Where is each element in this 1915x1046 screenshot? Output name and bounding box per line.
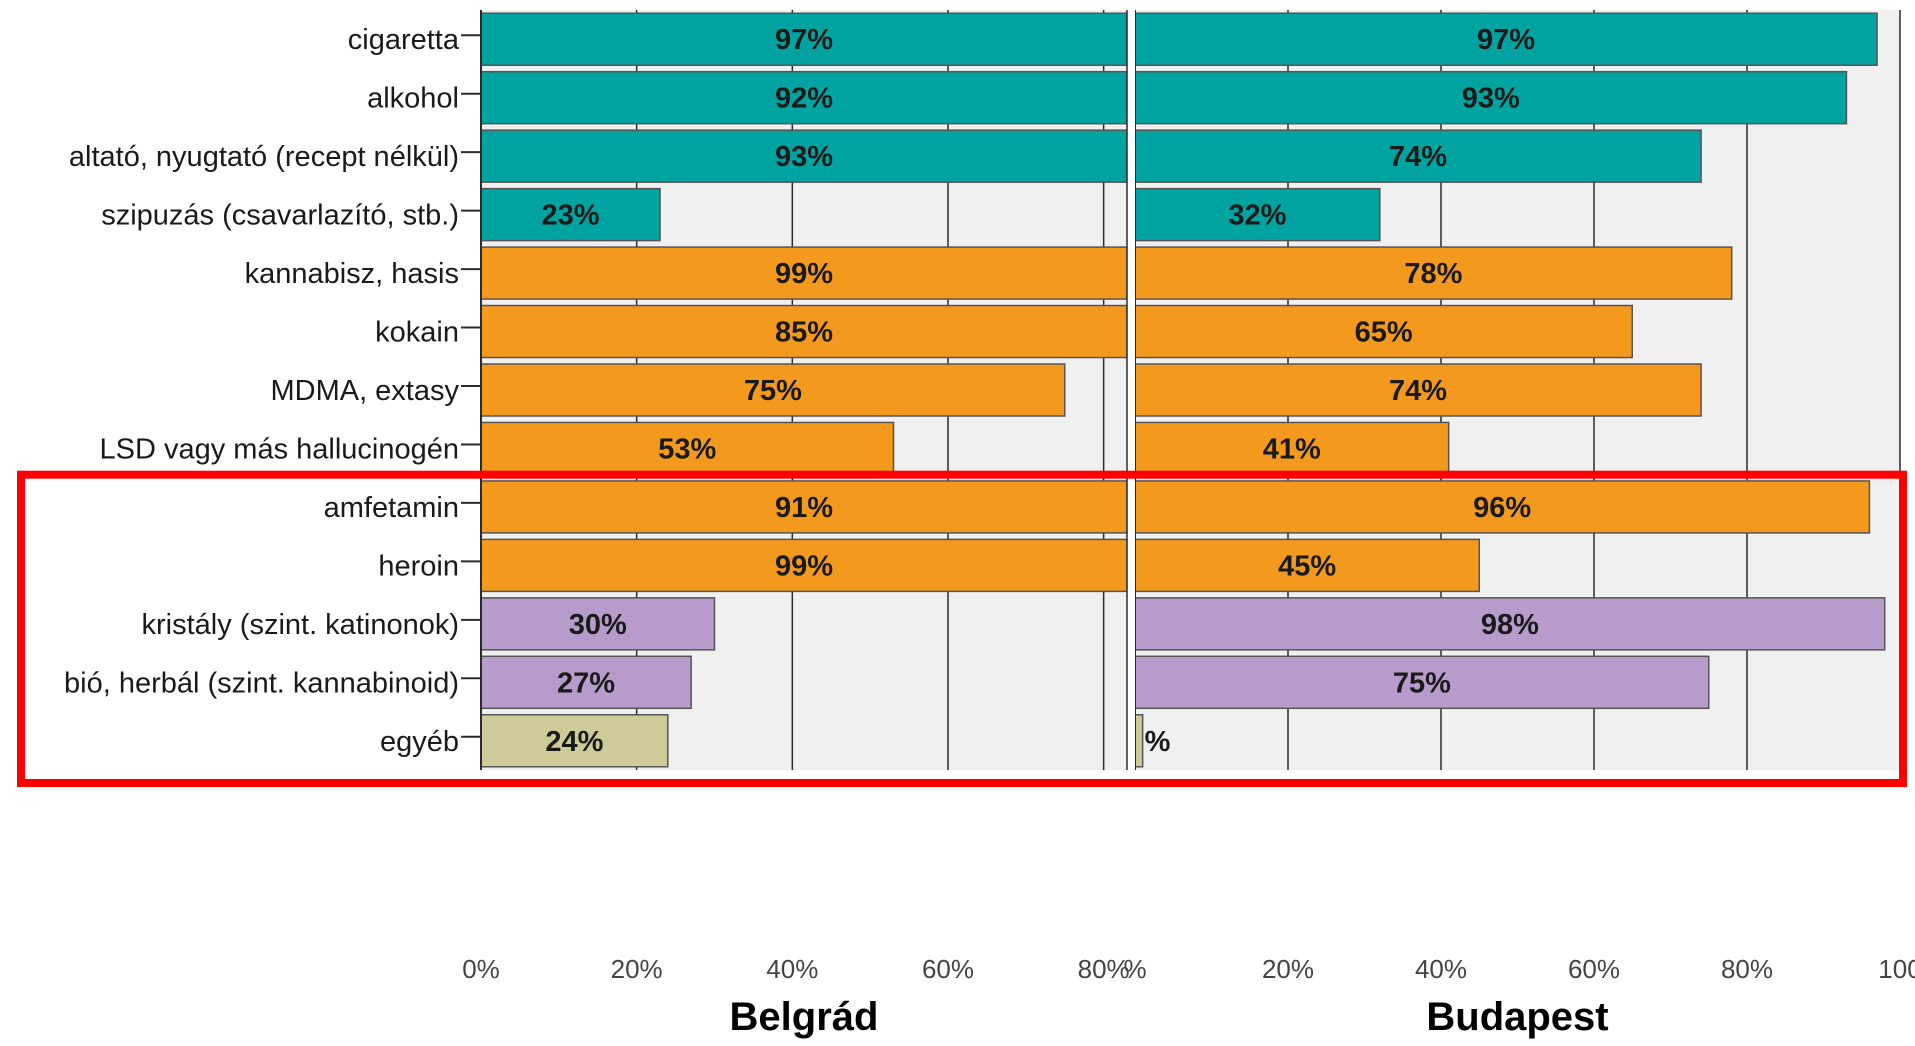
bar-1-12 bbox=[1134, 714, 1144, 768]
bar-value-label-0-11: 27% bbox=[557, 667, 615, 699]
category-label-0: cigaretta bbox=[348, 24, 460, 56]
bar-value-label-1-11: 75% bbox=[1393, 667, 1451, 699]
x-tick-label-0-3: 60% bbox=[922, 954, 974, 984]
x-tick-label-0-2: 40% bbox=[766, 954, 818, 984]
bar-value-label-1-6: 74% bbox=[1389, 375, 1447, 407]
bar-1-8 bbox=[1134, 480, 1871, 534]
bar-1-2 bbox=[1134, 129, 1702, 183]
category-label-5: kokain bbox=[375, 317, 459, 349]
x-tick-label-1-1: 20% bbox=[1262, 954, 1314, 984]
bar-1-7 bbox=[1134, 421, 1450, 476]
bar-value-label-1-1: 93% bbox=[1462, 83, 1520, 115]
bar-value-label-0-2: 93% bbox=[775, 141, 833, 173]
category-label-9: heroin bbox=[378, 550, 459, 582]
bar-1-11 bbox=[1134, 655, 1710, 710]
category-label-8: amfetamin bbox=[324, 492, 459, 524]
bar-0-12 bbox=[480, 714, 669, 768]
bar-value-label-0-12: 24% bbox=[545, 726, 603, 758]
bar-1-10 bbox=[1134, 597, 1886, 651]
x-tick-label-1-2: 40% bbox=[1415, 954, 1467, 984]
category-label-4: kannabisz, hasis bbox=[245, 258, 459, 290]
bar-value-label-0-5: 85% bbox=[775, 317, 833, 349]
bar-value-label-1-0: 97% bbox=[1477, 24, 1535, 56]
category-label-1: alkohol bbox=[367, 83, 459, 115]
bar-1-9 bbox=[1134, 538, 1480, 593]
category-label-12: egyéb bbox=[380, 726, 459, 758]
bar-value-label-1-9: 45% bbox=[1278, 550, 1336, 582]
x-tick-label-1-4: 80% bbox=[1721, 954, 1773, 984]
bar-value-label-0-3: 23% bbox=[541, 200, 599, 232]
category-label-7: LSD vagy más hallucinogén bbox=[100, 433, 459, 465]
bar-value-label-1-8: 96% bbox=[1473, 492, 1531, 524]
bar-value-label-1-3: 32% bbox=[1228, 200, 1286, 232]
bar-value-label-0-10: 30% bbox=[569, 609, 627, 641]
bar-value-label-1-7: 41% bbox=[1263, 433, 1321, 465]
bar-0-10 bbox=[480, 597, 716, 651]
bar-value-label-1-5: 65% bbox=[1355, 317, 1413, 349]
panel-title-1: Budapest bbox=[1426, 995, 1608, 1039]
bar-value-label-1-10: 98% bbox=[1481, 609, 1539, 641]
bar-0-5 bbox=[480, 304, 1128, 359]
x-tick-label-0-0: 0% bbox=[462, 954, 500, 984]
bar-value-label-1-4: 78% bbox=[1404, 258, 1462, 290]
bar-value-label-1-12: % bbox=[1145, 726, 1171, 758]
category-label-3: szipuzás (csavarlazító, stb.) bbox=[101, 200, 459, 232]
bar-value-label-1-2: 74% bbox=[1389, 141, 1447, 173]
bar-0-11 bbox=[480, 655, 692, 710]
x-tick-label-0-4: 80% bbox=[1078, 954, 1130, 984]
category-label-6: MDMA, extasy bbox=[270, 375, 459, 407]
bar-1-0 bbox=[1134, 12, 1878, 66]
bar-value-label-0-6: 75% bbox=[744, 375, 802, 407]
x-tick-label-0-1: 20% bbox=[611, 954, 663, 984]
bar-1-1 bbox=[1134, 70, 1848, 125]
x-tick-label-1-0: % bbox=[1123, 954, 1146, 984]
bar-value-label-0-1: 92% bbox=[775, 83, 833, 115]
bar-0-3 bbox=[480, 187, 661, 242]
panel-title-0: Belgrád bbox=[730, 995, 879, 1039]
bar-0-9 bbox=[480, 538, 1128, 593]
bar-value-label-0-9: 99% bbox=[775, 550, 833, 582]
bar-1-5 bbox=[1134, 304, 1633, 359]
bar-0-6 bbox=[480, 363, 1066, 417]
bar-value-label-0-7: 53% bbox=[658, 433, 716, 465]
x-tick-label-1-3: 60% bbox=[1568, 954, 1620, 984]
category-label-11: bió, herbál (szint. kannabinoid) bbox=[64, 667, 459, 699]
bar-1-4 bbox=[1134, 246, 1733, 300]
bar-1-6 bbox=[1134, 363, 1702, 417]
highlight-frame bbox=[17, 470, 1907, 787]
category-label-2: altató, nyugtató (recept nélkül) bbox=[69, 141, 459, 173]
bar-value-label-0-0: 97% bbox=[775, 24, 833, 56]
category-label-10: kristály (szint. katinonok) bbox=[142, 609, 460, 641]
bar-0-8 bbox=[480, 480, 1128, 534]
x-tick-label-1-5: 100 bbox=[1878, 954, 1915, 984]
bar-1-3 bbox=[1134, 187, 1381, 242]
bar-value-label-0-4: 99% bbox=[775, 258, 833, 290]
bar-value-label-0-8: 91% bbox=[775, 492, 833, 524]
